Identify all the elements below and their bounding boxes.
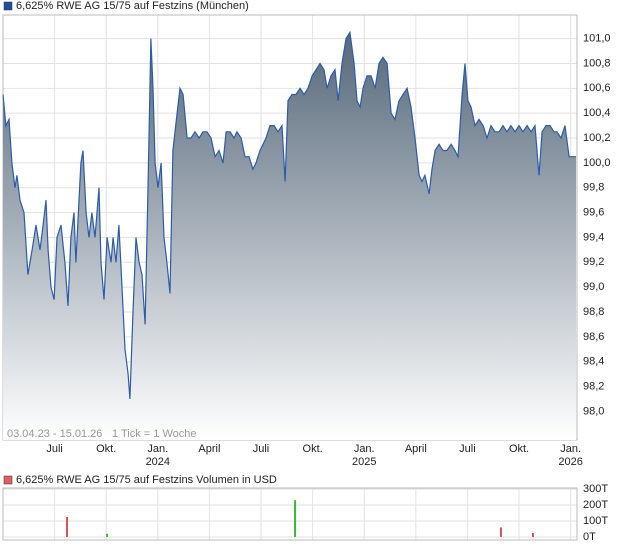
x-tick-label: Okt. [303,443,323,455]
price-chart: 6,625% RWE AG 15/75 auf Festzins (Münche… [2,0,611,468]
x-tick-label: Okt. [96,443,116,455]
x-tick-label: Juli [459,443,476,455]
y-tick-label: 100,8 [583,57,611,69]
y-tick-label: 200T [583,499,608,511]
title-marker [3,475,13,485]
y-tick-label: 100,2 [583,132,611,144]
y-tick-label: 100,6 [583,82,611,94]
x-tick-label: April [198,443,220,455]
x-tick-label: Jan. 2026 [558,443,582,468]
volume-bar [499,527,502,537]
x-tick-label: Juli [46,443,63,455]
y-tick-label: 0T [583,531,596,543]
x-tick-label: Juli [253,443,270,455]
chart-title: 6,625% RWE AG 15/75 auf Festzins Volumen… [16,474,277,486]
area-fill [3,32,576,441]
y-tick-label: 99,2 [583,256,604,268]
y-tick-label: 99,4 [583,231,604,243]
y-tick-label: 100,0 [583,157,611,169]
y-tick-label: 98,0 [583,405,604,417]
plot-frame [2,487,578,541]
x-tick-label: Okt. [509,443,529,455]
date-range: 03.04.23 - 15.01.26 [7,428,102,440]
y-tick-label: 99,6 [583,206,604,218]
volume-chart: 6,625% RWE AG 15/75 auf Festzins Volumen… [2,474,608,543]
volume-bar [531,533,534,537]
y-tick-label: 100,4 [583,107,611,119]
volume-bar [294,500,297,537]
y-tick-label: 99,8 [583,182,604,194]
y-tick-label: 100T [583,515,608,527]
x-tick-label: Jan. 2024 [146,443,170,468]
volume-bar [65,517,68,537]
price-line [2,30,576,400]
y-tick-label: 101,0 [583,33,611,45]
volume-bar [106,533,109,537]
y-tick-label: 98,4 [583,356,604,368]
title-marker [3,1,13,11]
y-tick-label: 98,8 [583,306,604,318]
x-tick-label: Jan. 2025 [352,443,376,468]
tick-note: 1 Tick = 1 Woche [112,428,196,440]
y-tick-label: 300T [583,483,608,495]
y-tick-label: 98,2 [583,380,604,392]
y-tick-label: 99,0 [583,281,604,293]
y-tick-label: 98,6 [583,331,604,343]
chart-title: 6,625% RWE AG 15/75 auf Festzins (Münche… [16,0,249,12]
x-tick-label: April [405,443,427,455]
